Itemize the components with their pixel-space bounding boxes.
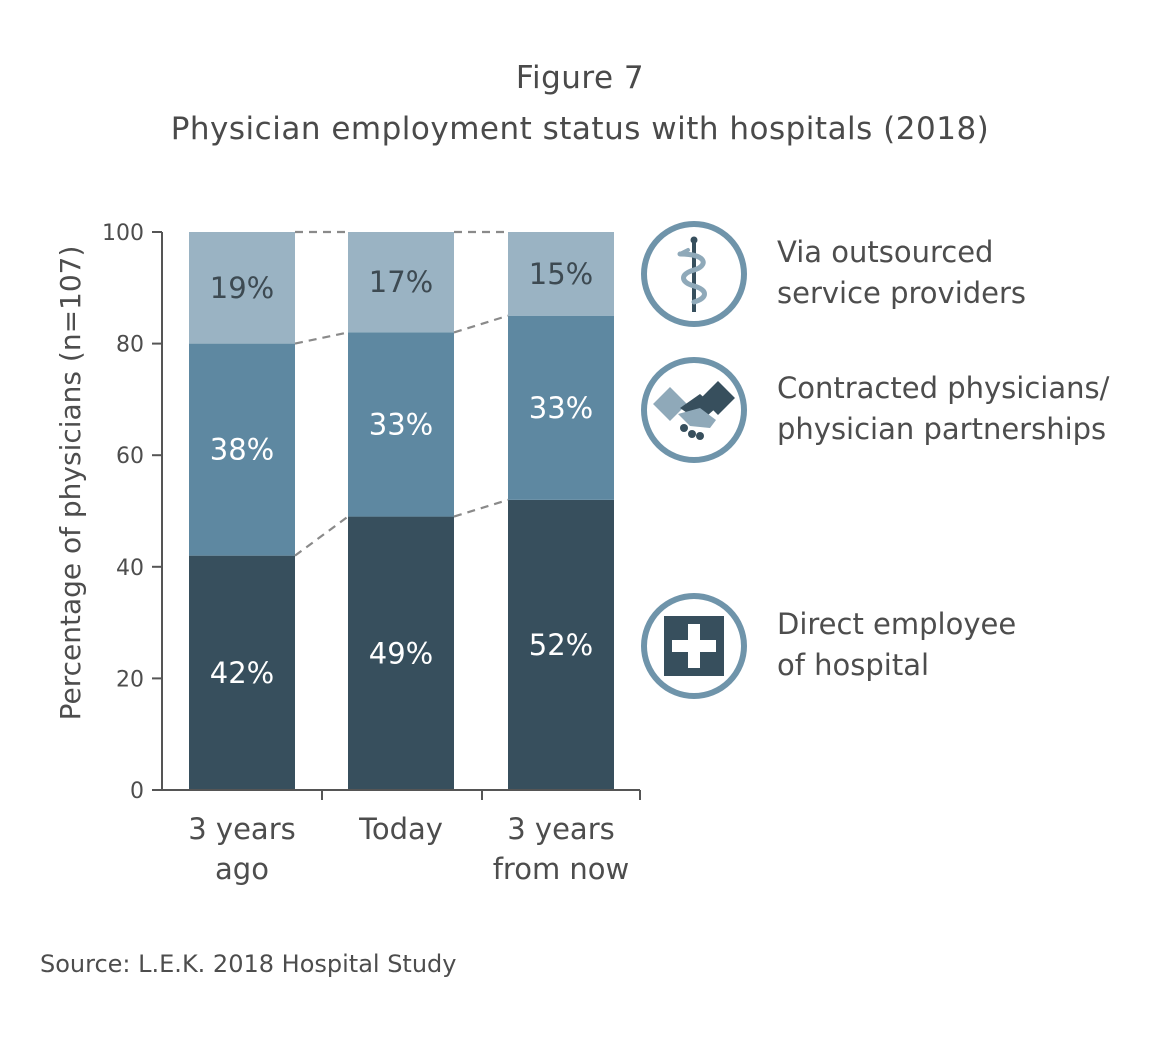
data-label: 19% — [210, 271, 274, 305]
bar-segment — [508, 232, 614, 316]
figure-label: Figure 7 — [515, 60, 645, 96]
legend-label-contracted: Contracted physicians/ physician partner… — [777, 368, 1109, 450]
data-label: 15% — [529, 257, 593, 291]
data-label: 38% — [210, 433, 274, 467]
bar-segment — [508, 499, 614, 790]
bar-segment — [508, 315, 614, 500]
data-label: 33% — [369, 408, 433, 442]
chart-title: Physician employment status with hospita… — [170, 111, 990, 147]
x-tick-label: from now — [493, 852, 630, 886]
legend-line: physician partnerships — [777, 412, 1107, 446]
handshake-icon — [641, 357, 747, 463]
bar-segment — [189, 232, 295, 344]
x-tick-label: ago — [215, 852, 269, 886]
bar-segment — [189, 343, 295, 556]
connector-line — [453, 314, 509, 334]
legend-label-direct-employee: Direct employee of hospital — [777, 604, 1016, 686]
source-note: Source: L.E.K. 2018 Hospital Study — [40, 950, 457, 978]
data-label: 42% — [210, 656, 274, 690]
y-tick-label: 20 — [116, 667, 144, 692]
x-tick-label: 3 years — [188, 812, 295, 846]
legend-line: Contracted physicians/ — [777, 371, 1110, 405]
y-tick-label: 80 — [116, 333, 144, 358]
legend-label-outsourced: Via outsourced service providers — [777, 232, 1026, 314]
connector-line — [294, 515, 349, 557]
data-label: 33% — [529, 391, 593, 425]
legend-line: Via outsourced — [777, 235, 994, 269]
bar-segment — [348, 232, 454, 333]
data-label: 49% — [369, 636, 433, 670]
x-tick-label: 3 years — [507, 812, 614, 846]
y-tick-label: 40 — [116, 556, 144, 581]
y-tick-label: 100 — [102, 221, 144, 246]
y-axis-label: Percentage of physicians (n=107) — [54, 246, 87, 721]
x-tick-label: Today — [358, 812, 443, 846]
legend-line: service providers — [777, 276, 1027, 310]
connector-line — [294, 331, 349, 345]
data-label: 52% — [529, 628, 593, 662]
bar-segment — [189, 555, 295, 790]
bar-segment — [348, 332, 454, 517]
legend-line: Direct employee — [777, 607, 1017, 641]
connector-line — [453, 498, 509, 518]
data-label: 17% — [369, 265, 433, 299]
bar-segment — [348, 516, 454, 790]
y-tick-label: 0 — [130, 779, 144, 804]
caduceus-icon — [641, 221, 747, 327]
medical-cross-icon — [641, 593, 747, 699]
legend-line: of hospital — [777, 648, 930, 682]
y-tick-label: 60 — [116, 444, 144, 469]
